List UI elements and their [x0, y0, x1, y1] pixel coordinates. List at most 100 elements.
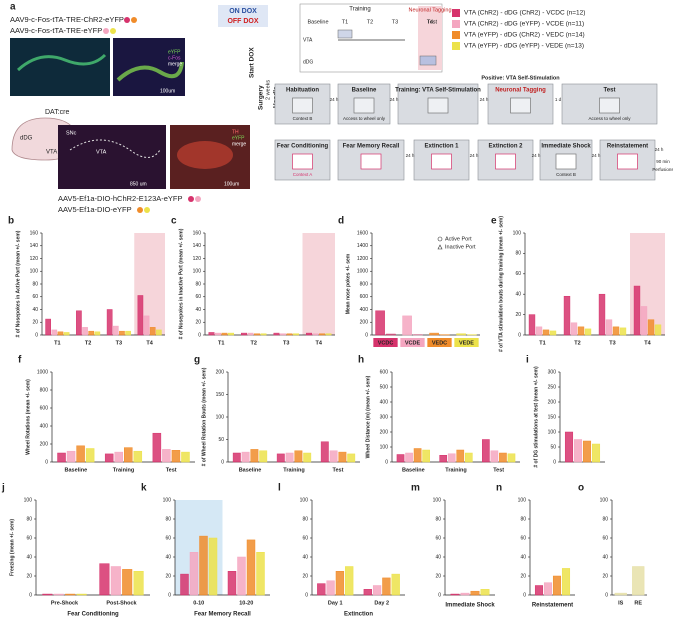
- y-tick-label: 140: [193, 243, 202, 249]
- dot: [103, 28, 109, 34]
- image-detail: [116, 61, 184, 82]
- x-axis-label: Reinstatement: [532, 603, 573, 609]
- bar: [612, 326, 620, 336]
- y-tick-label: 40: [602, 554, 608, 560]
- y-tick-label: 600: [380, 369, 389, 375]
- bar: [94, 331, 101, 336]
- bar: [605, 319, 613, 336]
- bar: [413, 448, 422, 463]
- bar: [577, 326, 585, 336]
- bar: [345, 566, 354, 596]
- protocol-icon: [427, 97, 449, 114]
- x-tick-label: T2: [574, 340, 580, 346]
- protocol-icon: [292, 97, 313, 114]
- y-tick-label: 0: [365, 332, 368, 338]
- bar: [490, 450, 499, 463]
- bar: [51, 329, 58, 336]
- y-tick-label: 20: [435, 573, 441, 579]
- image: [58, 125, 166, 189]
- y-axis-label: # of Nosepokes in Inactive Port (mean +/…: [178, 228, 184, 339]
- dot: [188, 196, 194, 202]
- y-tick-label: 40: [435, 554, 441, 560]
- bar: [149, 327, 156, 336]
- bar: [329, 450, 338, 463]
- y-tick-label: 100: [24, 497, 33, 503]
- image-label: c-Fos: [168, 55, 181, 61]
- bar: [633, 285, 641, 336]
- bar: [325, 333, 332, 336]
- bar: [640, 306, 648, 336]
- x-tick-label: Training: [113, 467, 134, 473]
- bar: [221, 332, 228, 336]
- y-tick-label: 20: [520, 573, 526, 579]
- image-label: eYFP: [168, 49, 181, 55]
- y-tick-label: 250: [548, 384, 557, 390]
- y-tick-label: 20: [32, 320, 38, 326]
- bar: [582, 440, 592, 463]
- image-label: TH: [232, 129, 239, 135]
- y-tick-label: 0: [385, 459, 388, 465]
- protocol-title: Immediate Shock: [541, 144, 591, 150]
- bar: [405, 452, 413, 463]
- bar: [598, 293, 606, 336]
- bar: [584, 328, 592, 336]
- y-tick-label: 150: [216, 392, 225, 398]
- bar: [338, 451, 347, 463]
- y-tick-label: 0: [35, 332, 38, 338]
- bar: [57, 331, 64, 336]
- bar: [312, 333, 319, 336]
- y-tick-label: 80: [515, 251, 521, 257]
- bar: [293, 333, 299, 336]
- bar: [396, 454, 405, 463]
- y-tick-label: 80: [602, 516, 608, 522]
- bar: [456, 449, 465, 463]
- x-tick-label: Baseline: [239, 467, 262, 473]
- protocol-title: Reinstatement: [607, 144, 648, 150]
- icon: [419, 55, 437, 66]
- schedule-label: Surgery: [258, 85, 265, 110]
- bar: [317, 583, 326, 596]
- bar: [563, 295, 571, 336]
- y-tick-label: 100: [380, 444, 389, 450]
- legend-label: VTA (ChR2) - dDG (ChR2) - VCDC (n=12): [464, 10, 585, 17]
- panel-label: k: [141, 483, 147, 494]
- category-box: [454, 338, 479, 347]
- protocol-icon: [360, 153, 382, 170]
- protocol-note: Access to wheel only: [343, 116, 386, 121]
- dox-label: OFF DOX: [227, 18, 258, 25]
- y-tick-label: 0: [305, 592, 308, 598]
- y-tick-label: 60: [195, 294, 201, 300]
- legend-label: Inactive Port: [445, 244, 476, 250]
- legend-label: VTA (eYFP) - dDG (ChR2) - VEDC (n=14): [464, 32, 585, 39]
- bar: [88, 330, 95, 336]
- end-label: 90 min: [656, 159, 670, 164]
- y-tick-label: 100: [216, 414, 225, 420]
- bar: [189, 552, 199, 596]
- bar: [85, 448, 95, 463]
- y-tick-label: 0: [198, 332, 201, 338]
- legend-swatch: [452, 31, 460, 39]
- y-tick-label: 120: [30, 256, 39, 262]
- y-axis-label: Wheel Rotations (mean +/- sem): [25, 379, 31, 455]
- bar: [66, 450, 76, 463]
- y-tick-label: 60: [520, 535, 526, 541]
- x-tick-label: RE: [634, 600, 642, 606]
- y-tick-label: 100: [433, 497, 442, 503]
- bar: [391, 573, 400, 596]
- y-tick-label: 50: [550, 444, 556, 450]
- bar: [375, 310, 385, 336]
- bar: [104, 453, 114, 463]
- bar: [124, 447, 133, 463]
- bar: [119, 330, 125, 336]
- interval-label: 24 h: [655, 147, 664, 152]
- bar: [450, 593, 460, 596]
- bar: [143, 315, 150, 336]
- y-tick-label: 0: [221, 459, 224, 465]
- bar: [439, 455, 448, 463]
- image: [10, 38, 110, 96]
- y-tick-label: 400: [360, 307, 369, 313]
- interval-label: 24 h: [390, 97, 399, 102]
- perfusion-label: Perfusions: [652, 167, 673, 172]
- protocol-title: Fear Memory Recall: [343, 144, 400, 150]
- legend-swatch: [452, 20, 460, 28]
